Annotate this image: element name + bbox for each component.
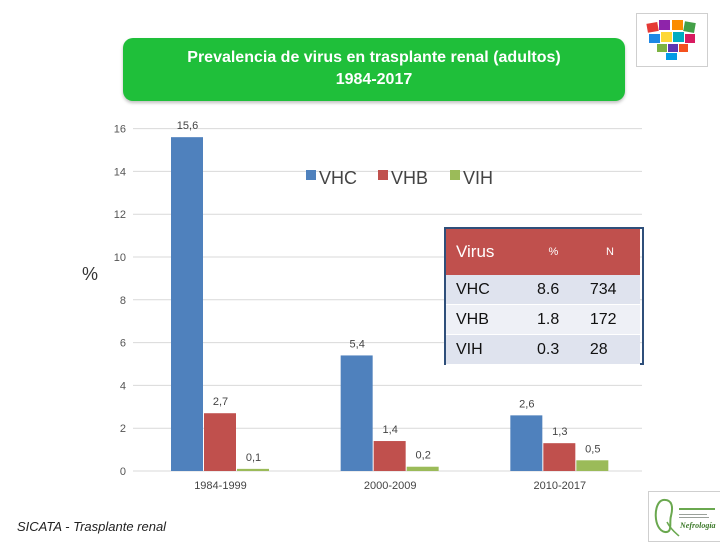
table-row: VIH 0.3 28 [446,334,640,365]
y-tick-label: 0 [120,466,126,478]
heart-logo-icon [646,20,696,60]
table-header-n: N [579,229,640,275]
kidney-logo-icon: Nefrología [654,498,716,537]
bar [373,441,406,471]
legend-label: VHC [319,168,357,188]
x-tick-label: 1984-1999 [194,480,247,492]
data-label: 1,3 [552,426,567,438]
data-label: 5,4 [350,338,365,350]
y-tick-label: 12 [114,209,126,221]
data-label: 2,6 [519,398,534,410]
table-cell-virus: VHC [446,275,527,305]
y-tick-label: 6 [120,338,126,350]
bar [576,460,609,471]
bar [510,415,543,471]
bar [171,137,203,471]
table-cell-percent: 1.8 [527,304,580,335]
table-cell-percent: 8.6 [527,275,580,305]
x-tick-label: 2010-2017 [534,480,587,492]
chart-title-line-2: 1984-2017 [335,71,413,88]
y-axis-label: % [82,264,99,284]
legend-label: VHB [391,168,428,188]
table-row: VHB 1.8 172 [446,304,640,335]
table-header-percent: % [527,229,580,275]
legend-label: VIH [463,168,493,188]
table-header-virus: Virus [446,229,527,275]
nefrologia-logo: Nefrología [648,491,720,542]
table-cell-virus: VHB [446,304,527,335]
data-label: 15,6 [177,120,198,132]
data-label: 2,7 [213,396,228,408]
data-label: 0,1 [246,452,261,464]
y-tick-label: 16 [114,124,126,136]
bar [237,468,269,471]
virus-stats-table: Virus % N VHC 8.6 734 VHB 1.8 172 VIH 0.… [446,229,640,365]
y-tick-label: 10 [114,252,126,264]
data-label: 0,2 [416,450,431,462]
table-cell-n: 734 [579,275,640,305]
x-tick-label: 2000-2009 [364,480,417,492]
source-caption: SICATA - Trasplante renal [17,519,167,534]
table-cell-virus: VIH [446,334,527,365]
legend-swatch [378,170,388,180]
table-cell-percent: 0.3 [527,334,580,365]
y-tick-label: 2 [120,423,126,435]
bar [204,413,236,471]
table-row: VHC 8.6 734 [446,275,640,305]
logo-text: Nefrología [679,521,716,530]
table-cell-n: 172 [579,304,640,335]
chart-title-banner: Prevalencia de virus en trasplante renal… [123,38,625,101]
y-tick-label: 14 [114,166,126,178]
bar [543,443,576,471]
y-tick-label: 8 [120,295,126,307]
table-cell-n: 28 [579,334,640,365]
bar [406,466,439,471]
y-tick-label: 4 [120,380,126,392]
data-label: 1,4 [383,424,398,436]
bar [340,355,373,471]
heart-logo [636,13,708,67]
chart-title-line-1: Prevalencia de virus en trasplante renal… [187,49,561,66]
data-label: 0,5 [585,443,600,455]
legend-swatch [450,170,460,180]
legend-swatch [306,170,316,180]
